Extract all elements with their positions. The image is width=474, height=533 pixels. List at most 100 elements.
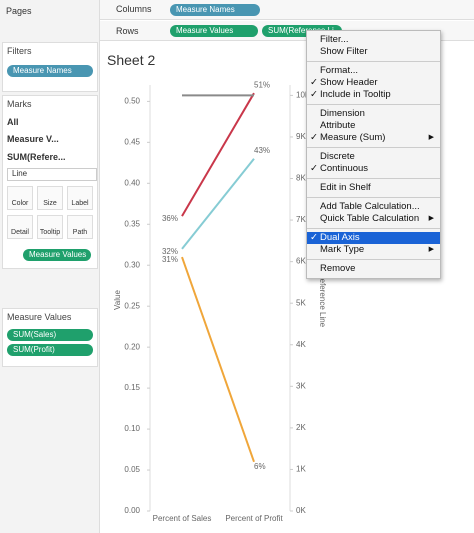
columns-pill[interactable]: Measure Names bbox=[170, 4, 260, 16]
menu-item-label: Include in Tooltip bbox=[320, 89, 391, 100]
marks-card: Marks All Measure V... SUM(Refere... Lin… bbox=[2, 95, 98, 269]
menu-item[interactable]: ✓ Include in Tooltip bbox=[307, 89, 440, 101]
y2-tick-label: 6K bbox=[296, 257, 306, 266]
marks-item[interactable]: Measure V... bbox=[7, 134, 59, 144]
menu-item[interactable]: ✓ Dual Axis bbox=[307, 232, 440, 244]
marks-title: Marks bbox=[7, 99, 32, 109]
menu-item[interactable]: Format... bbox=[307, 65, 440, 77]
y-tick-label: 0.25 bbox=[124, 301, 140, 310]
y-tick-label: 0.35 bbox=[124, 219, 140, 228]
mark-button-label: Detail bbox=[11, 229, 29, 236]
menu-item[interactable]: ✓ Measure (Sum) ▶ bbox=[307, 132, 440, 144]
y-axis-title: Value bbox=[113, 290, 122, 310]
measure-pill[interactable]: SUM(Sales) bbox=[7, 329, 93, 341]
y-tick-label: 0.20 bbox=[124, 342, 140, 351]
y2-tick-label: 9K bbox=[296, 132, 306, 141]
mark-button[interactable]: Path bbox=[67, 215, 93, 239]
menu-item[interactable]: Add Table Calculation... bbox=[307, 201, 440, 213]
mark-button[interactable]: Label bbox=[67, 186, 93, 210]
menu-item[interactable]: Edit in Shelf bbox=[307, 182, 440, 194]
y-tick-label: 0.30 bbox=[124, 260, 140, 269]
menu-item[interactable]: Attribute bbox=[307, 120, 440, 132]
marks-item-label: All bbox=[7, 117, 19, 127]
filters-card: Filters Measure Names bbox=[2, 42, 98, 92]
mark-button[interactable]: Detail bbox=[7, 215, 33, 239]
mark-button[interactable]: Size bbox=[37, 186, 63, 210]
marks-pill[interactable]: Measure Values bbox=[23, 249, 91, 261]
menu-item[interactable]: ✓ Show Header bbox=[307, 77, 440, 89]
mark-button-label: Tooltip bbox=[39, 229, 61, 236]
data-label: 6% bbox=[254, 462, 266, 471]
columns-label: Columns bbox=[116, 4, 152, 14]
submenu-arrow: ▶ bbox=[428, 215, 434, 222]
check-mark: ✓ bbox=[310, 89, 318, 100]
menu-item[interactable]: Quick Table Calculation ▶ bbox=[307, 213, 440, 225]
menu-item[interactable]: Dimension bbox=[307, 108, 440, 120]
submenu-arrow: ▶ bbox=[428, 134, 434, 141]
menu-item-label: Quick Table Calculation bbox=[320, 213, 420, 224]
data-label: 43% bbox=[254, 146, 270, 155]
y2-tick-label: 8K bbox=[296, 174, 306, 183]
y2-axis-title: Reference Line bbox=[318, 273, 327, 328]
menu-item[interactable]: Filter... bbox=[307, 34, 440, 46]
menu-item-label: Add Table Calculation... bbox=[320, 201, 420, 212]
menu-item-label: Mark Type bbox=[320, 244, 365, 255]
mark-button-label: Label bbox=[71, 200, 89, 207]
check-mark: ✓ bbox=[310, 232, 318, 243]
series-line bbox=[181, 256, 255, 463]
menu-item-label: Show Filter bbox=[320, 46, 368, 57]
mark-button-label: Color bbox=[11, 200, 29, 207]
data-label: 32% bbox=[162, 247, 178, 256]
menu-item[interactable]: Mark Type ▶ bbox=[307, 244, 440, 256]
series-line bbox=[181, 158, 255, 250]
menu-separator bbox=[307, 259, 440, 260]
y2-tick-label: 3K bbox=[296, 381, 306, 390]
menu-item[interactable]: Discrete bbox=[307, 151, 440, 163]
marks-item-label: SUM(Refere... bbox=[7, 152, 66, 162]
menu-item-label: Continuous bbox=[320, 163, 369, 174]
mark-type-dropdown[interactable]: Line bbox=[7, 168, 97, 181]
y-tick-label: 0.45 bbox=[124, 137, 140, 146]
menu-item-label: Dual Axis bbox=[320, 232, 360, 243]
marks-item[interactable]: All bbox=[7, 117, 19, 127]
x-tick-label: Percent of Profit bbox=[225, 514, 283, 523]
data-label: 31% bbox=[162, 255, 178, 264]
check-mark: ✓ bbox=[310, 163, 318, 174]
measure-pill[interactable]: SUM(Profit) bbox=[7, 344, 93, 356]
y2-tick-label: 4K bbox=[296, 340, 306, 349]
submenu-arrow: ▶ bbox=[428, 246, 434, 253]
mark-button[interactable]: Tooltip bbox=[37, 215, 63, 239]
mark-button-label: Size bbox=[43, 200, 57, 207]
check-mark: ✓ bbox=[310, 77, 318, 88]
y2-tick-label: 1K bbox=[296, 465, 306, 474]
y2-tick-label: 0K bbox=[296, 506, 306, 515]
rows-label: Rows bbox=[116, 26, 139, 36]
sheet-title: Sheet 2 bbox=[107, 52, 156, 68]
menu-separator bbox=[307, 61, 440, 62]
menu-item-label: Show Header bbox=[320, 77, 378, 88]
menu-item-label: Edit in Shelf bbox=[320, 182, 371, 193]
y2-tick-label: 5K bbox=[296, 298, 306, 307]
y-tick-label: 0.40 bbox=[124, 178, 140, 187]
mark-button-label: Path bbox=[72, 229, 88, 236]
menu-item[interactable]: ✓ Continuous bbox=[307, 163, 440, 175]
filter-pill[interactable]: Measure Names bbox=[7, 65, 93, 77]
menu-item[interactable]: Show Filter bbox=[307, 46, 440, 58]
mark-button[interactable]: Color bbox=[7, 186, 33, 210]
menu-separator bbox=[307, 104, 440, 105]
menu-separator bbox=[307, 228, 440, 229]
y-tick-label: 0.00 bbox=[124, 506, 140, 515]
y-tick-label: 0.15 bbox=[124, 383, 140, 392]
marks-item[interactable]: SUM(Refere... bbox=[7, 152, 66, 162]
measure-values-card: Measure Values SUM(Sales) SUM(Profit) bbox=[2, 308, 98, 367]
menu-item[interactable]: Remove bbox=[307, 263, 440, 275]
marks-item-label: Measure V... bbox=[7, 134, 59, 144]
data-label: 51% bbox=[254, 80, 270, 89]
rows-pill[interactable]: Measure Values bbox=[170, 25, 258, 37]
y-tick-label: 0.50 bbox=[124, 96, 140, 105]
pages-title: Pages bbox=[6, 6, 32, 16]
menu-item-label: Attribute bbox=[320, 120, 356, 131]
data-label: 36% bbox=[162, 214, 178, 223]
